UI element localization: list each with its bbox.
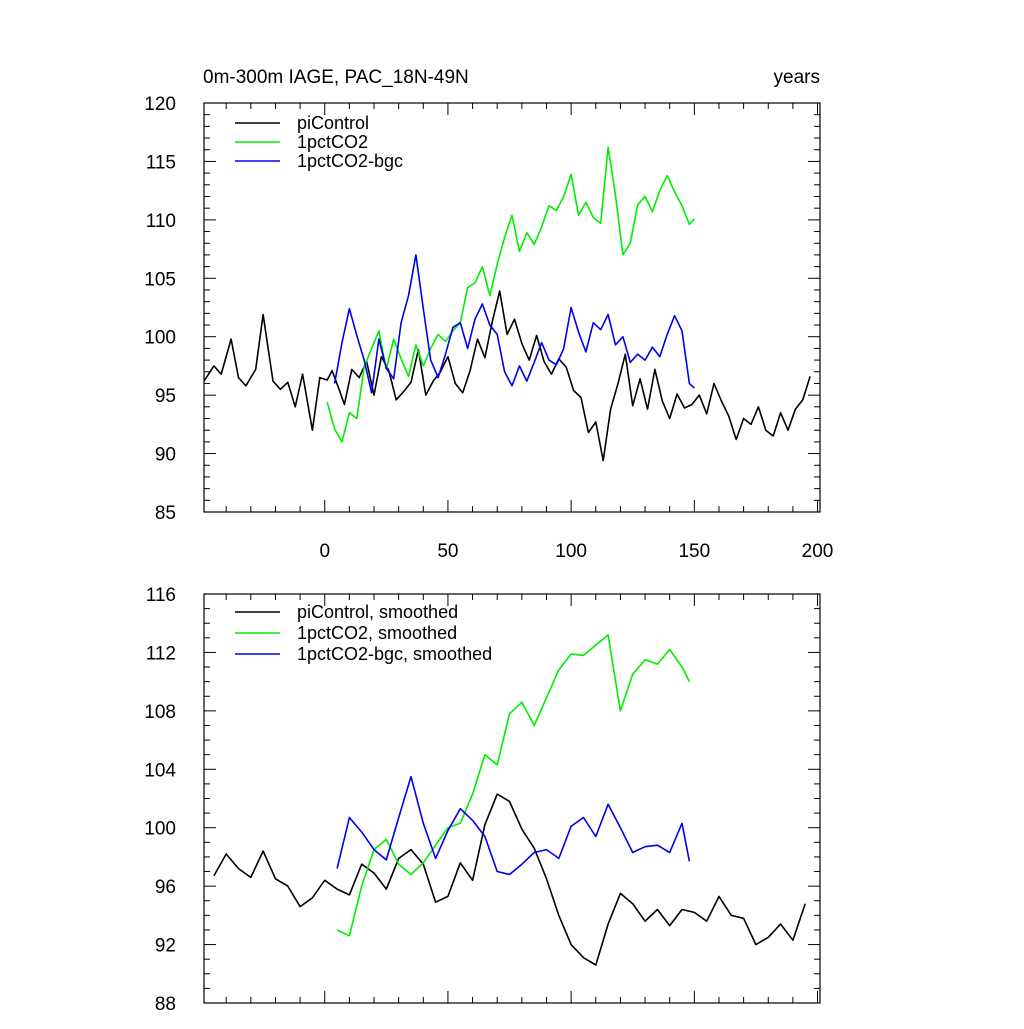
legend-label: piControl, smoothed: [297, 602, 458, 622]
y-tick-label: 120: [144, 94, 176, 115]
series-line-picontrol-smoothed: [213, 793, 806, 966]
y-tick-label: 96: [155, 877, 176, 898]
bottom-panel: 88 92 96 100 104 108 112 116 piControl, smoothed…: [144, 585, 821, 1015]
units-label: years: [774, 67, 820, 88]
x-tick-label: 50: [437, 541, 458, 562]
y-tick-label: 100: [144, 328, 176, 349]
top-panel: 85 90 95 100 105 110 115 120 0 50 100 150 200 piContr…: [144, 94, 833, 562]
chart-title: 0m-300m IAGE, PAC_18N-49N: [203, 67, 469, 88]
y-tick-label: 88: [155, 994, 176, 1015]
y-tick-label: 108: [144, 702, 176, 723]
y-tick-label: 112: [146, 643, 176, 664]
y-tick-label: 116: [146, 585, 176, 606]
series-line-picontrol: [204, 290, 811, 462]
x-tick-label: 150: [678, 541, 710, 562]
y-tick-label: 85: [155, 503, 176, 524]
legend-label: 1pctCO2-bgc, smoothed: [297, 644, 492, 664]
y-tick-label: 105: [144, 269, 176, 290]
y-tick-label: 90: [155, 445, 176, 466]
legend-label: 1pctCO2, smoothed: [297, 623, 457, 643]
series-line-1pctco2-smoothed: [336, 634, 691, 937]
y-tick-label: 110: [146, 211, 176, 232]
x-tick-label: 0: [319, 541, 330, 562]
plot-frame: [203, 102, 821, 513]
series-line-1pctco2-bgc-smoothed: [336, 775, 691, 876]
x-tick-label: 100: [555, 541, 587, 562]
legend-label: 1pctCO2: [297, 132, 368, 152]
y-tick-label: 95: [155, 386, 176, 407]
y-tick-label: 92: [155, 936, 176, 957]
y-tick-label: 100: [144, 819, 176, 840]
legend-label: 1pctCO2-bgc: [297, 151, 403, 171]
series-line-1pctco2: [326, 146, 695, 443]
x-tick-label: 200: [802, 541, 834, 562]
legend-label: piControl: [297, 113, 369, 133]
y-tick-label: 104: [144, 760, 176, 781]
y-tick-label: 115: [146, 152, 176, 173]
series-line-1pctco2-bgc: [333, 254, 695, 394]
